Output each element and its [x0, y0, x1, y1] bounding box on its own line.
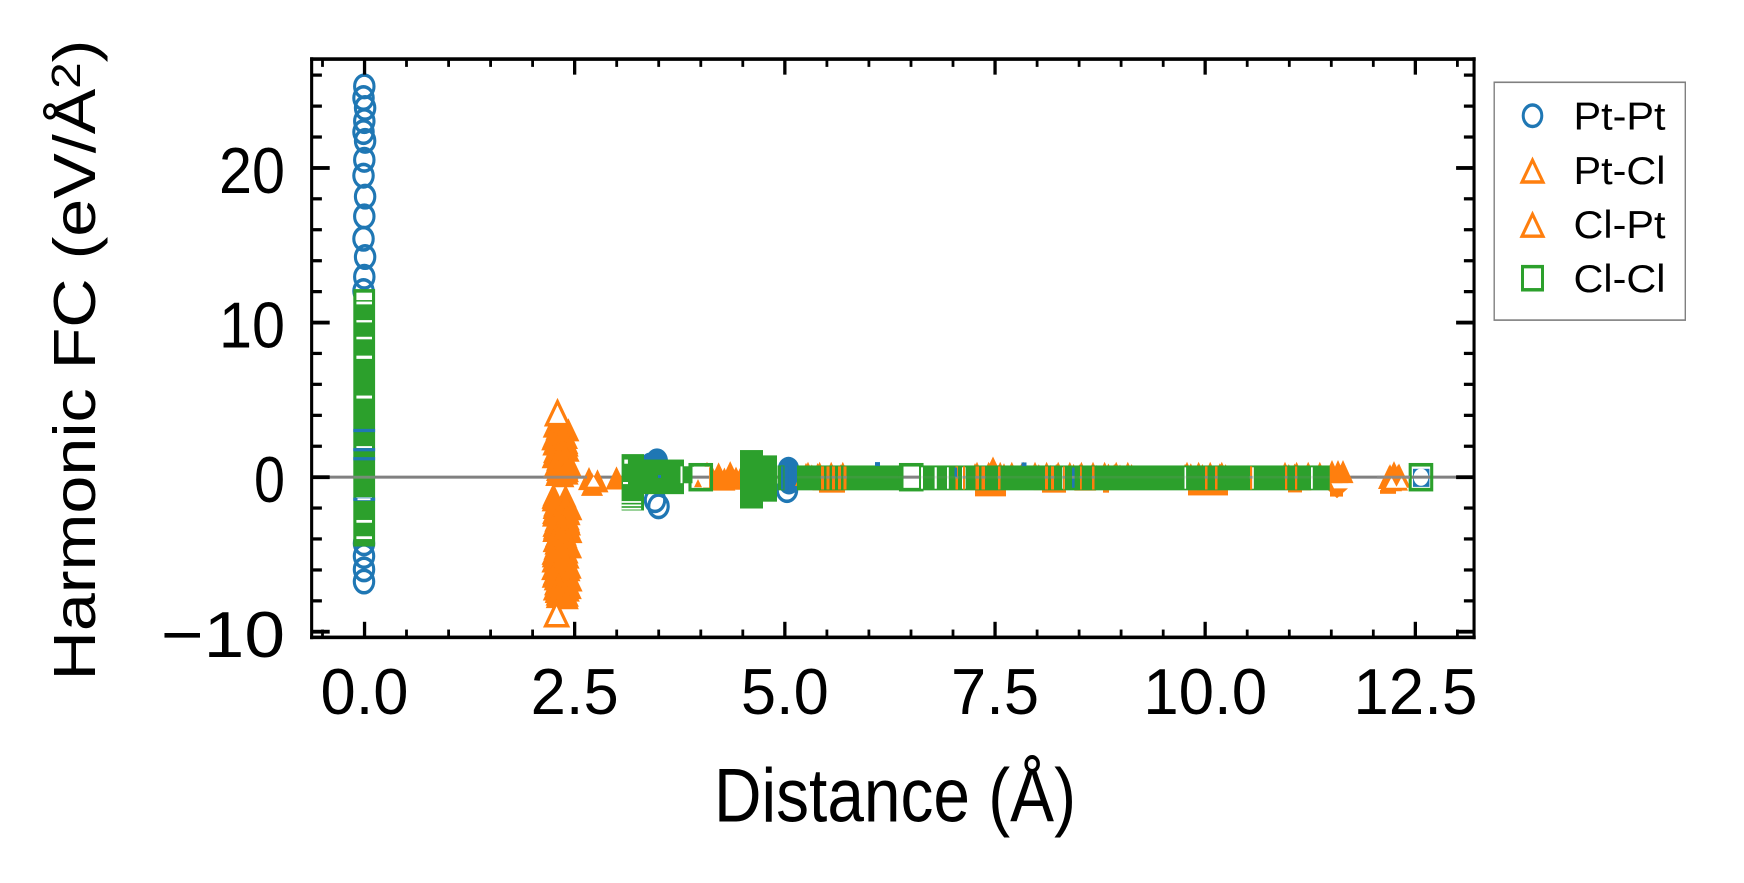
svg-text:20: 20	[219, 134, 285, 207]
svg-text:0: 0	[254, 443, 285, 516]
svg-text:−10: −10	[161, 598, 285, 671]
svg-text:10.0: 10.0	[1143, 655, 1267, 728]
svg-text:Harmonic FC (eV/Å2): Harmonic FC (eV/Å2)	[41, 40, 108, 681]
svg-text:12.5: 12.5	[1353, 655, 1477, 728]
svg-text:Cl-Pt: Cl-Pt	[1574, 203, 1666, 247]
svg-text:7.5: 7.5	[951, 655, 1039, 728]
svg-text:5.0: 5.0	[741, 655, 829, 728]
svg-text:0.0: 0.0	[321, 655, 409, 728]
svg-text:Pt-Cl: Pt-Cl	[1574, 148, 1666, 192]
svg-text:Distance (Å): Distance (Å)	[714, 753, 1076, 839]
svg-text:Cl-Cl: Cl-Cl	[1574, 257, 1666, 301]
svg-text:10: 10	[219, 289, 285, 362]
svg-text:2.5: 2.5	[531, 655, 619, 728]
svg-text:Pt-Pt: Pt-Pt	[1574, 94, 1666, 138]
